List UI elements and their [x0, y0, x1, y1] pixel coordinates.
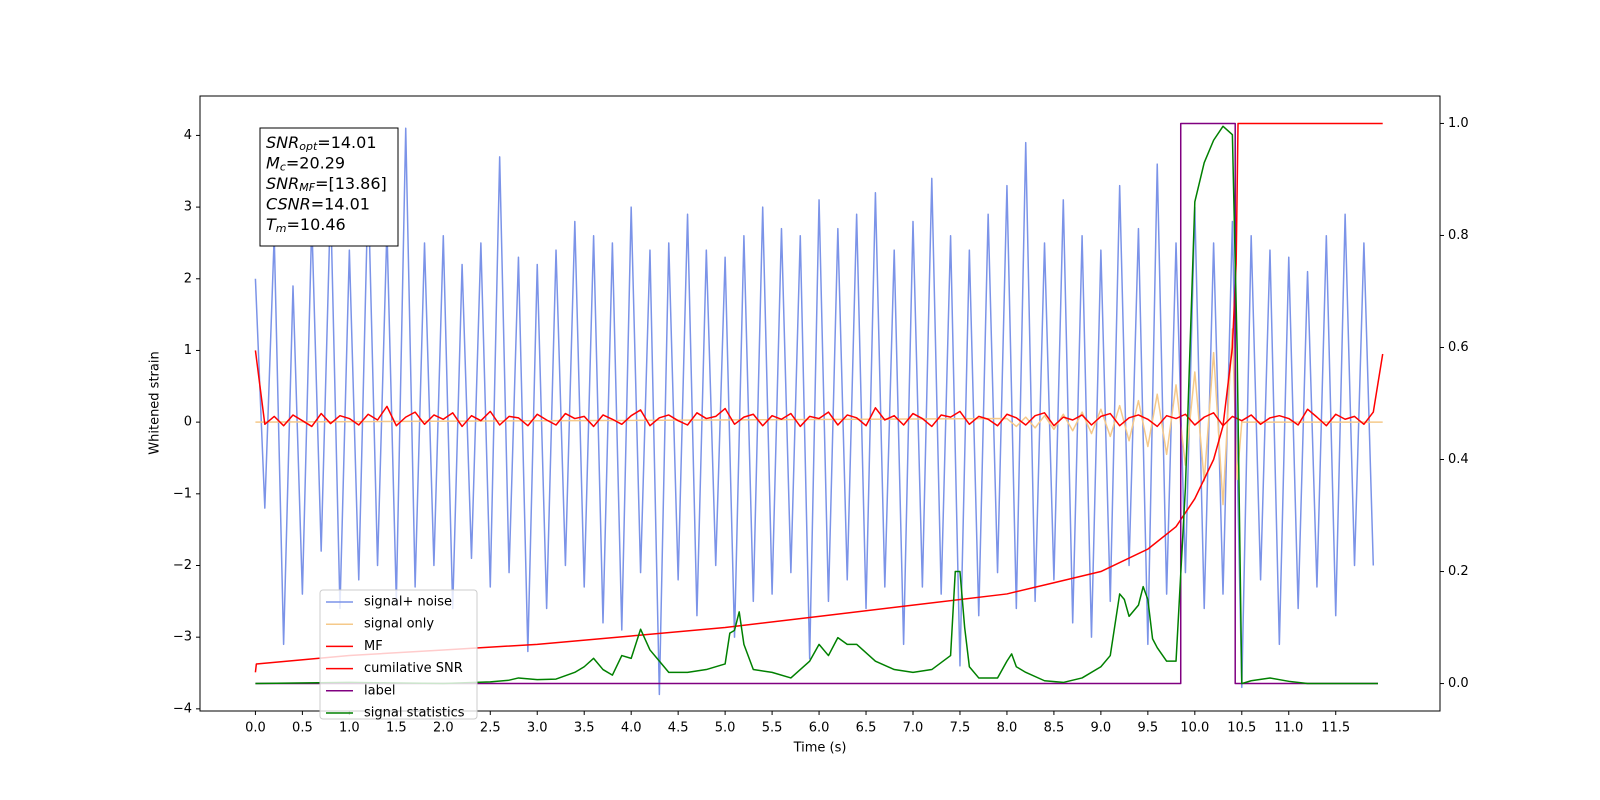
axes-frame [199, 95, 1441, 712]
y-tick-label: 3 [184, 200, 192, 215]
annotation-value: =14.01 [311, 194, 370, 213]
y2-tick-label: 0.2 [1448, 564, 1469, 579]
y2-tick-label: 0.0 [1448, 676, 1469, 691]
series-line [255, 125, 1378, 685]
annotation: SNRopt=14.01 [266, 133, 377, 154]
annotation-subscript: m [276, 222, 287, 235]
y-tick-label: −3 [173, 630, 192, 645]
x-tick-label: 8.5 [1044, 721, 1065, 736]
legend-label: label [364, 683, 395, 698]
annotation-value: =20.29 [286, 153, 345, 172]
legend-label: signal statistics [364, 706, 465, 721]
x-tick-label: 10.5 [1227, 721, 1256, 736]
y2-tick-label: 0.6 [1448, 340, 1469, 355]
y2-tick-label: 0.4 [1448, 452, 1469, 467]
y-tick-label: −1 [173, 486, 192, 501]
annotation-symbol: CSNR [266, 194, 311, 213]
x-tick-label: 11.0 [1274, 721, 1303, 736]
annotation-subscript: MF [299, 181, 315, 194]
x-tick-label: 0.0 [245, 721, 266, 736]
y-axis-label: Whitened strain [148, 351, 163, 454]
y-tick-label: 0 [184, 415, 192, 430]
x-tick-label: 7.5 [950, 721, 971, 736]
legend-label: cumilative SNR [364, 661, 463, 676]
annotation-box [259, 127, 399, 247]
x-tick-label: 2.0 [433, 721, 454, 736]
x-tick-label: 7.0 [903, 721, 924, 736]
legend-label: signal+ noise [364, 595, 452, 610]
y-tick-label: 1 [184, 343, 192, 358]
x-tick-label: 3.5 [574, 721, 595, 736]
annotation-subscript: opt [299, 140, 318, 153]
x-tick-label: 5.5 [762, 721, 783, 736]
x-tick-label: 5.0 [715, 721, 736, 736]
x-axis-label: Time (s) [793, 741, 847, 756]
x-tick-label: 1.5 [386, 721, 407, 736]
y-tick-label: −2 [173, 558, 192, 573]
x-tick-label: 1.0 [339, 721, 360, 736]
annotation-value: =[13.86] [315, 174, 387, 193]
series-line [255, 328, 1383, 506]
x-tick-label: 10.0 [1180, 721, 1209, 736]
y2-tick-label: 1.0 [1448, 116, 1469, 131]
x-tick-label: 4.5 [668, 721, 689, 736]
x-tick-label: 4.0 [621, 721, 642, 736]
y-tick-label: −4 [173, 701, 192, 716]
y-tick-label: 4 [184, 128, 192, 143]
annotation-symbol: M [266, 153, 280, 172]
series-line [255, 122, 1378, 685]
x-tick-label: 3.0 [527, 721, 548, 736]
legend-label: signal only [364, 617, 434, 632]
annotation: Mc=20.29 [266, 153, 345, 174]
x-tick-label: 9.5 [1138, 721, 1159, 736]
x-tick-label: 8.0 [997, 721, 1018, 736]
annotation: Tm=10.46 [266, 215, 346, 236]
legend-box [319, 589, 478, 720]
x-tick-label: 6.5 [856, 721, 877, 736]
y-tick-label: 2 [184, 271, 192, 286]
annotation-symbol: SNR [266, 133, 299, 152]
x-tick-label: 11.5 [1321, 721, 1350, 736]
annotation-subscript: c [280, 161, 286, 174]
annotation-value: =14.01 [317, 133, 376, 152]
legend-label: MF [364, 639, 383, 654]
series-line [254, 350, 1384, 428]
annotation-value: =10.46 [287, 215, 346, 234]
annotation: CSNR=14.01 [266, 194, 370, 213]
y2-tick-label: 0.8 [1448, 228, 1469, 243]
x-tick-label: 2.5 [480, 721, 501, 736]
x-tick-label: 0.5 [292, 721, 313, 736]
x-tick-label: 9.0 [1091, 721, 1112, 736]
annotation-symbol: T [266, 215, 277, 234]
annotation-symbol: SNR [266, 174, 299, 193]
x-tick-label: 6.0 [809, 721, 830, 736]
annotation: SNRMF=[13.86] [266, 174, 387, 195]
